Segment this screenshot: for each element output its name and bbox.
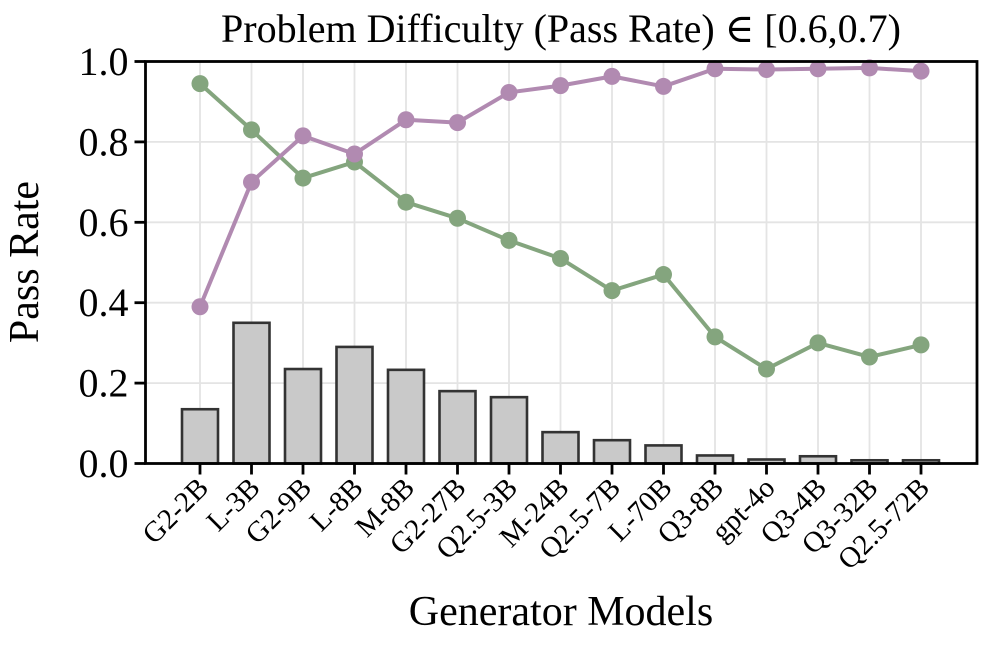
purple-line-marker — [346, 145, 363, 163]
green-line-marker — [758, 360, 775, 378]
green-line-marker — [397, 193, 415, 211]
green-line-marker — [706, 328, 724, 346]
y-axis-label: Pass Rate — [2, 181, 48, 343]
green-line-marker — [655, 266, 672, 284]
y-tick-label: 0.6 — [79, 200, 129, 245]
green-line-marker — [603, 282, 621, 300]
purple-line-marker — [758, 61, 775, 79]
purple-line-marker — [191, 298, 209, 316]
x-axis-label: Generator Models — [409, 589, 713, 635]
green-line-marker — [552, 249, 569, 267]
purple-line-marker — [912, 62, 930, 80]
bar — [232, 321, 271, 465]
green-line-marker — [861, 348, 878, 366]
bar-series — [180, 321, 941, 465]
purple-line-marker — [706, 60, 724, 78]
y-tick-label: 0.4 — [79, 280, 129, 325]
green-line-marker — [912, 336, 930, 354]
purple-line-marker — [861, 59, 878, 77]
bar — [180, 407, 220, 465]
line-series — [191, 59, 930, 378]
x-tick-label: G2-2B — [136, 472, 214, 550]
purple-line-marker — [655, 77, 672, 95]
bar — [541, 430, 580, 465]
green-line-marker — [500, 231, 518, 249]
green-line-marker — [449, 209, 466, 227]
purple-line-marker — [243, 173, 260, 191]
bar — [489, 395, 529, 465]
green-line-marker — [243, 121, 260, 139]
green-line-marker — [191, 75, 209, 93]
bar — [644, 444, 683, 465]
purple-line-marker — [294, 127, 312, 145]
purple-line-marker — [449, 114, 466, 132]
y-tick-label: 1.0 — [79, 39, 129, 84]
green-line-marker — [294, 169, 312, 187]
bar — [283, 367, 323, 465]
bar — [335, 345, 374, 465]
purple-line-marker — [500, 83, 518, 101]
y-tick-label: 0.2 — [79, 361, 129, 406]
purple-line-marker — [809, 60, 827, 78]
chart-title: Problem Difficulty (Pass Rate) ∈ [0.6,0.… — [221, 6, 901, 51]
bar — [386, 368, 426, 465]
y-tick-label: 0.8 — [79, 119, 129, 164]
bar — [438, 389, 477, 465]
purple-line-marker — [552, 77, 569, 95]
purple-line-marker — [397, 111, 415, 129]
y-tick-label: 0.0 — [79, 441, 129, 486]
purple-line-marker — [603, 67, 621, 85]
green-line-marker — [809, 334, 827, 352]
bar — [592, 438, 632, 465]
